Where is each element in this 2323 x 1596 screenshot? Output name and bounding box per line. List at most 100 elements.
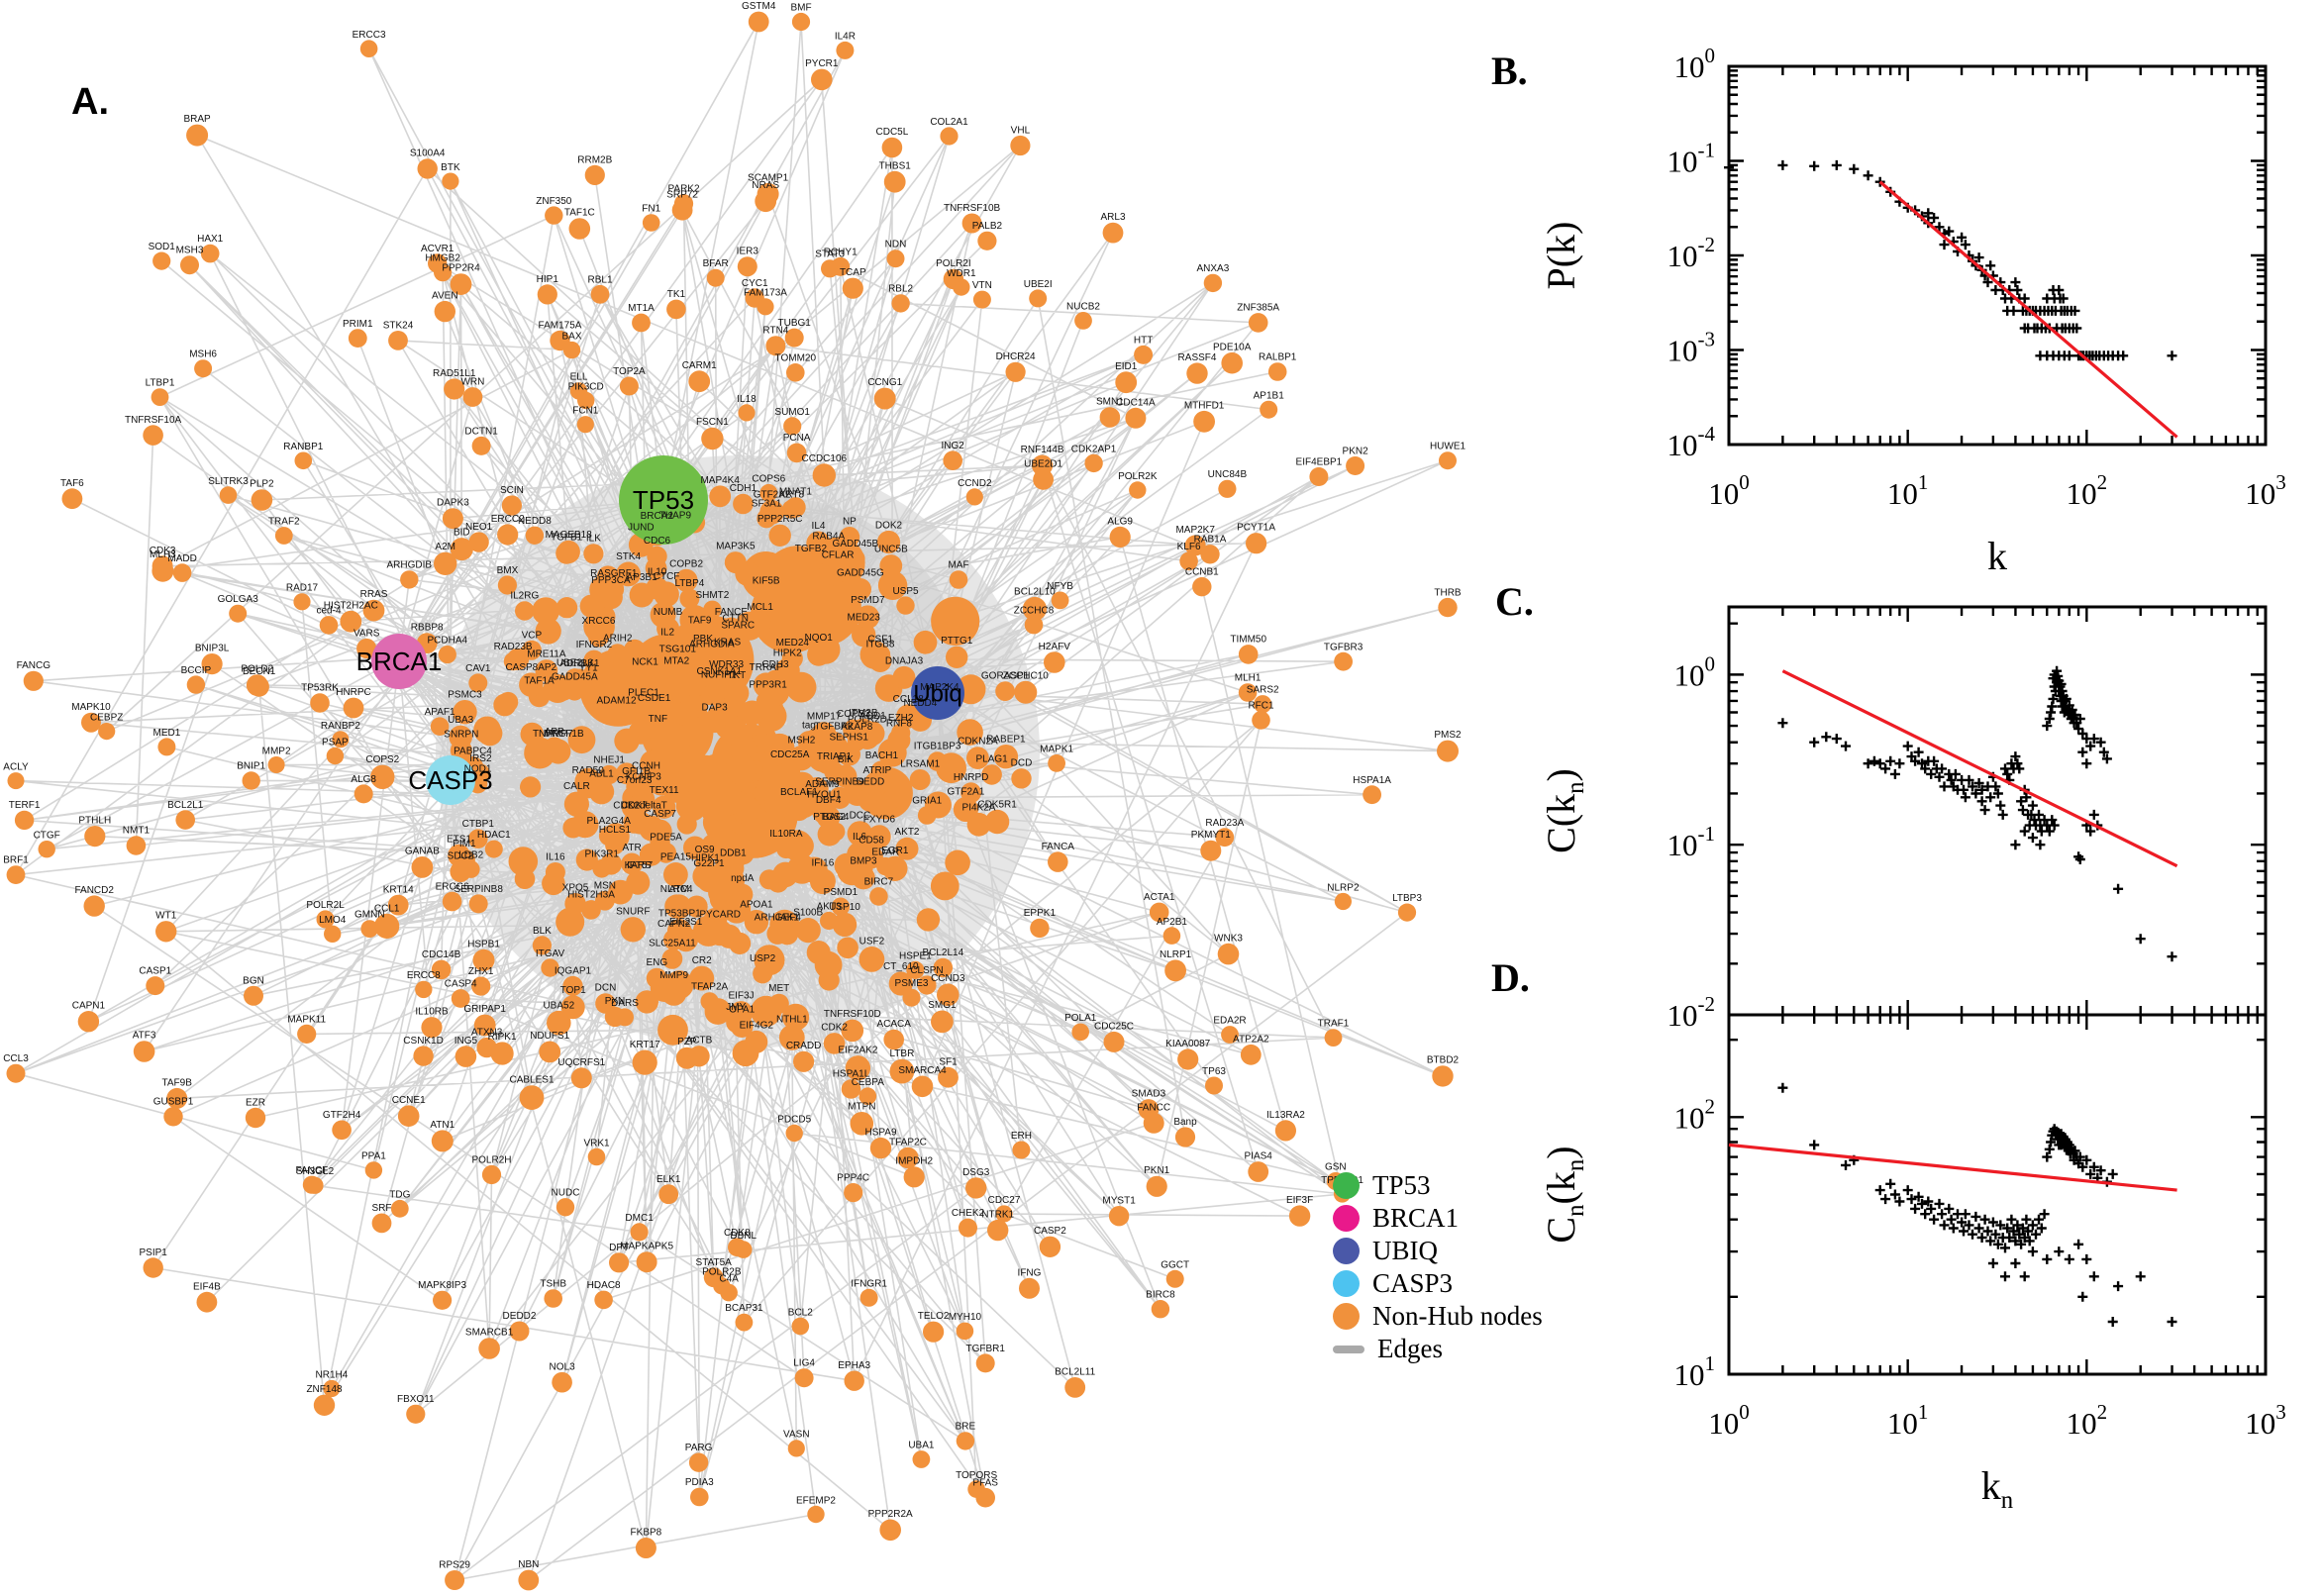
network-node [748, 11, 769, 33]
legend-item-edges: Edges [1333, 1333, 1543, 1365]
node-label: BMF [790, 2, 811, 13]
network-node [879, 554, 903, 577]
node-label: SRF [372, 1203, 392, 1214]
network-node [966, 747, 989, 769]
node-label: CCDC106 [802, 453, 848, 464]
node-label: EZH2 [888, 713, 914, 724]
tick-label: 100 [1708, 470, 1750, 511]
node-label: FKBP8 [631, 1528, 662, 1539]
network-node [1203, 273, 1223, 293]
network-node [688, 625, 711, 648]
node-label: SHMT2 [695, 590, 729, 601]
network-node [274, 527, 293, 545]
node-label: PSIP1 [140, 1247, 168, 1258]
node-label: STK24 [383, 321, 414, 332]
node-label: WDR1 [947, 268, 976, 279]
node-label: RNF144B [1021, 445, 1064, 455]
node-label: DEDD [857, 776, 884, 787]
node-label: HSPE1 [899, 950, 932, 961]
node-label: SCAMP1 [748, 172, 789, 183]
node-label: ING2 [942, 441, 965, 451]
scatter-points [1777, 665, 2177, 962]
network-node [592, 859, 611, 878]
node-label: NDN [885, 240, 907, 250]
node-label: BCL2L10 [1014, 586, 1056, 597]
node-label: PALB2 [972, 221, 1003, 232]
node-label: RASGRF1 [590, 568, 638, 579]
node-label: EIF3F [1286, 1195, 1313, 1206]
node-label: SMARCB1 [465, 1328, 514, 1339]
node-label: GANAB [405, 847, 440, 857]
node-label: IFNG [1018, 1267, 1042, 1278]
node-label: MAP2K7 [1175, 525, 1215, 536]
network-node [984, 809, 1010, 835]
node-label: PKMYT1 [1191, 830, 1231, 841]
node-label: NTHL1 [776, 1015, 808, 1026]
network-node [468, 673, 488, 693]
network-node [370, 764, 395, 789]
network-node [245, 1107, 266, 1129]
node-label: ACTA1 [1144, 892, 1175, 903]
network-node [1397, 903, 1417, 922]
network-node [413, 1046, 434, 1066]
network-node [1238, 683, 1258, 702]
node-label: ARIH2 [603, 634, 633, 645]
node-label: SF1 [939, 1056, 958, 1067]
tick-label: 102 [1674, 1094, 1716, 1135]
node-label: TK1 [667, 289, 686, 300]
network-node [598, 826, 619, 847]
node-label: CDK3 [150, 546, 176, 556]
node-label: PABPC4 [454, 747, 492, 757]
network-node [1033, 469, 1054, 490]
node-label: GRIPAP1 [463, 1004, 506, 1015]
network-node [1164, 959, 1186, 982]
node-label: TAF9B [162, 1077, 193, 1088]
network-node [1014, 680, 1038, 704]
node-label: USF2 [859, 937, 885, 948]
network-node [787, 1440, 805, 1457]
node-label: PSMC3 [448, 689, 482, 700]
network-node [616, 561, 641, 587]
network-node [343, 697, 364, 719]
network-node [468, 532, 489, 552]
network-node [588, 779, 615, 805]
network-node [831, 897, 851, 916]
network-node [387, 894, 409, 916]
node-label: TNF [649, 714, 667, 725]
network-node [249, 676, 269, 697]
network-node [1039, 1236, 1061, 1258]
node-label: THBS1 [879, 160, 912, 171]
network-node [61, 488, 83, 510]
node-label: SNURF [616, 907, 650, 918]
hub-label-tp53: TP53 [633, 485, 694, 515]
node-label: HSPA1L [833, 1069, 870, 1080]
network-node [811, 722, 837, 747]
node-label: RANBP1 [283, 442, 323, 452]
node-label: COPS3 [837, 709, 870, 720]
node-label: VTN [972, 280, 992, 291]
tick-label: 101 [1674, 1351, 1716, 1392]
network-node [1102, 222, 1124, 244]
network-node [891, 723, 911, 743]
node-label: NOL3 [550, 1361, 576, 1372]
node-label: HAX1 [197, 234, 224, 245]
node-label: IQGAP1 [555, 965, 592, 976]
network-node [661, 948, 683, 969]
node-label: LTBR [889, 1048, 914, 1059]
node-label: RBL2 [888, 284, 913, 295]
node-label: PCNA [783, 433, 811, 444]
node-label: BCL2L11 [1055, 1367, 1095, 1378]
node-label: GTF2A2 [754, 490, 791, 501]
node-label: GOLGA3 [218, 594, 259, 605]
node-label: WT1 [155, 911, 177, 922]
legend-label: Non-Hub nodes [1372, 1301, 1543, 1331]
node-label: CCL3 [3, 1053, 29, 1064]
node-label: NOD1 [464, 763, 492, 774]
network-node [556, 542, 577, 564]
network-node [940, 127, 959, 146]
node-label: IL18 [737, 394, 757, 405]
network-node [390, 1199, 409, 1218]
node-label: DBNL [730, 1231, 757, 1242]
network-node [1109, 526, 1131, 549]
node-label: GMNN [354, 910, 385, 921]
